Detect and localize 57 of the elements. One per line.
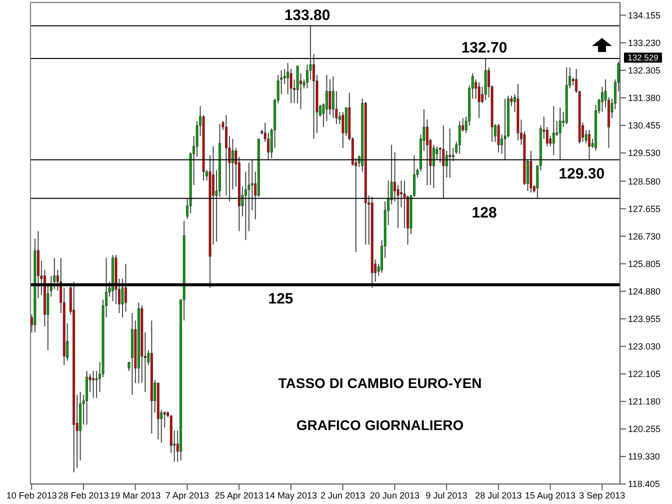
candlestick	[328, 78, 332, 116]
ref-line-label: 132.70	[461, 40, 508, 57]
y-tick-label: 128.580	[628, 176, 661, 186]
x-tick-label: 2 Jun 2013	[320, 490, 366, 500]
x-tick-label: 14 May 2013	[264, 490, 317, 500]
y-tick-label: 123.955	[628, 314, 661, 324]
x-tick-label: 15 Aug 2013	[525, 490, 576, 500]
x-tick-label: 3 Sep 2013	[579, 490, 626, 500]
candlestick	[124, 263, 127, 312]
x-tick-label: 20 Jun 2013	[370, 490, 420, 500]
text: GRAFICO GIORNALIERO	[295, 417, 465, 433]
y-tick-label: 123.030	[628, 342, 661, 352]
text: 132.529	[628, 52, 659, 63]
y-tick-label: 130.455	[628, 120, 661, 131]
candlestick	[432, 144, 435, 189]
y-tick-label: 127.655	[628, 204, 661, 214]
ref-line-label: 133.80	[284, 6, 330, 24]
x-tick-label: 10 Feb 2013	[6, 490, 57, 500]
ref-line-label: 128	[472, 204, 497, 222]
candlestick	[497, 124, 500, 153]
candlestick	[504, 98, 506, 160]
y-tick-label: 121.180	[628, 396, 661, 407]
y-tick-label: 120.255	[628, 424, 661, 434]
y-tick-label: 131.380	[628, 93, 661, 104]
y-tick-label: 119.330	[628, 452, 660, 462]
candlestick	[458, 120, 461, 154]
candlestick	[92, 370, 95, 398]
y-tick-label: 129.530	[628, 148, 661, 158]
y-tick-label: 122.105	[628, 369, 661, 380]
candlestick	[86, 370, 88, 426]
x-tick-label: 7 Apr 2013	[165, 490, 209, 500]
x-tick-label: 19 Mar 2013	[110, 490, 161, 500]
y-tick-label: 118.405	[628, 479, 660, 490]
y-tick-label: 124.880	[628, 286, 661, 296]
candlestick	[163, 410, 166, 428]
x-tick-label: 28 Feb 2013	[58, 490, 109, 500]
x-tick-label: 28 Jul 2013	[475, 490, 522, 500]
candlestick	[342, 112, 344, 148]
y-tick-label: 125.805	[628, 258, 661, 269]
candlestick	[588, 129, 590, 160]
candlestick	[442, 125, 445, 199]
candlestick	[452, 147, 454, 162]
ref-line-label: 129.30	[558, 166, 605, 183]
candlestick	[484, 58, 487, 101]
y-tick-label: 132.305	[628, 66, 661, 76]
ref-line-label: 125	[268, 290, 294, 308]
y-tick-label: 134.155	[628, 10, 661, 20]
x-tick-label: 9 Jul 2013	[426, 490, 468, 500]
x-tick-label: 25 Apr 2013	[214, 490, 264, 500]
text: TASSO DI CAMBIO EURO-YEN	[277, 375, 483, 391]
candlestick	[552, 106, 555, 156]
candlestick	[478, 82, 480, 119]
candlestick	[232, 138, 234, 190]
y-tick-label: 126.730	[628, 231, 661, 242]
candlestick	[448, 128, 452, 178]
candlestick	[558, 107, 562, 160]
y-tick-label: 133.230	[628, 38, 661, 48]
